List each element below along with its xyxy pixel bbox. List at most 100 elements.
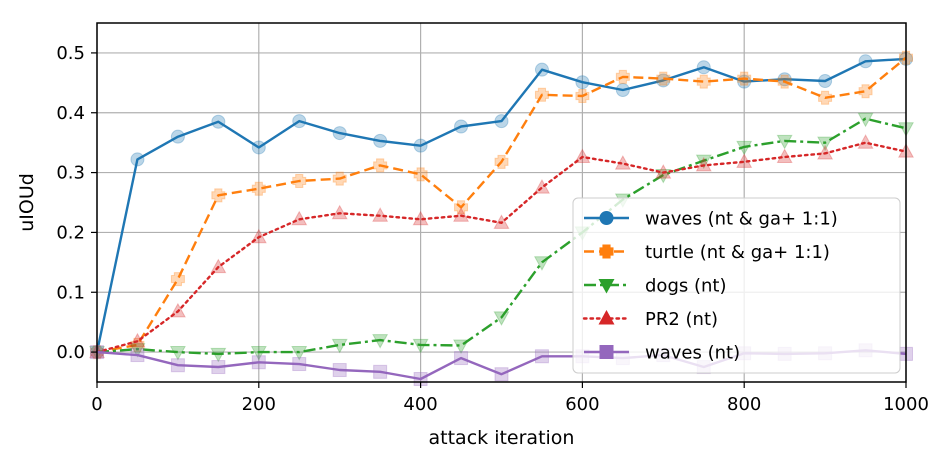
data-point [210,347,227,363]
data-point [615,69,630,84]
data-point [857,112,874,128]
data-point [169,302,186,318]
data-point [331,338,348,354]
data-point [493,311,510,326]
series-line [96,117,907,356]
data-point [130,348,145,363]
data-point [737,71,752,86]
y-axis-label: uIOUd [16,173,38,232]
y-tick-label: 0.3 [56,163,85,184]
x-tick-label: 400 [403,394,437,415]
data-point [494,114,509,129]
data-point [129,332,146,348]
data-point [170,358,185,373]
data-point [169,346,186,361]
data-point [494,154,509,169]
data-point [655,164,672,179]
data-point [494,367,509,382]
y-tick-label: 0.2 [56,222,85,243]
axis-ticks: 0 200 400 600 800 1000 0.0 0.1 0.2 0.3 0.4 0.5 [56,43,929,415]
data-point [453,207,470,222]
data-point [818,90,833,105]
data-point [615,83,630,98]
data-point [453,339,470,355]
data-point [251,140,266,155]
series-line [95,141,908,354]
legend-marker [598,278,615,294]
data-point [251,355,266,370]
series-2 [90,50,913,360]
series-line [96,56,907,354]
y-tick-label: 0.5 [56,43,85,64]
data-point [695,154,712,170]
legend-marker [599,244,614,259]
legend-label: waves (nt & ga+ 1:1) [645,209,838,230]
legend-box [572,197,901,374]
data-point [292,173,307,188]
data-point [736,153,753,168]
data-point [332,363,347,378]
data-point [291,346,308,361]
legend-marker [599,211,614,225]
data-point [210,258,227,274]
data-point [331,204,348,220]
data-point [533,179,550,194]
data-point [412,338,429,354]
data-point [372,334,389,349]
data-point [857,134,874,149]
data-point [413,167,428,182]
x-axis-label: attack iteration [429,427,575,449]
data-point [454,351,469,366]
plot-frame [96,22,907,383]
data-point [130,152,145,167]
data-point [736,140,753,156]
data-point [413,138,428,153]
data-point [211,360,226,375]
legend: waves (nt & ga+ 1:1) turtle (nt & ga+ 1:1… [572,197,901,374]
data-point [533,256,550,271]
x-tick-label: 800 [727,394,761,415]
data-point [292,357,307,372]
data-point [332,126,347,141]
x-tick-label: 600 [565,394,599,415]
data-point [292,114,307,129]
data-point [211,188,226,203]
data-point [412,210,429,226]
data-point [656,73,671,88]
data-point [777,74,792,89]
data-point [858,84,873,99]
data-point [493,214,510,229]
y-tick-label: 0.4 [56,103,85,124]
y-tick-label: 0.0 [56,342,85,363]
x-tick-label: 1000 [883,394,929,415]
legend-marker [598,309,615,325]
data-point [574,148,591,164]
data-point [332,171,347,186]
data-point [696,60,711,75]
data-point [534,87,549,102]
x-tick-label: 200 [242,394,276,415]
data-point [656,71,671,86]
data-point [251,181,266,196]
data-point [250,228,267,244]
data-point [817,144,834,160]
y-tick-label: 0.1 [56,282,85,303]
data-point [454,119,469,134]
data-point [858,54,873,69]
data-point [776,148,793,164]
data-point [291,210,308,226]
data-point [170,129,185,144]
data-point [534,62,549,77]
data-point [454,200,469,215]
legend-marker [599,345,614,359]
data-point [817,136,834,152]
legend-label: turtle (nt & ga+ 1:1) [645,242,830,263]
legend-label: waves (nt) [645,343,740,364]
data-point [575,75,590,90]
legend-label: dogs (nt) [645,276,726,297]
legend-label: PR2 (nt) [645,309,718,330]
data-point [534,349,549,364]
data-point [373,364,388,379]
data-point [575,88,590,103]
